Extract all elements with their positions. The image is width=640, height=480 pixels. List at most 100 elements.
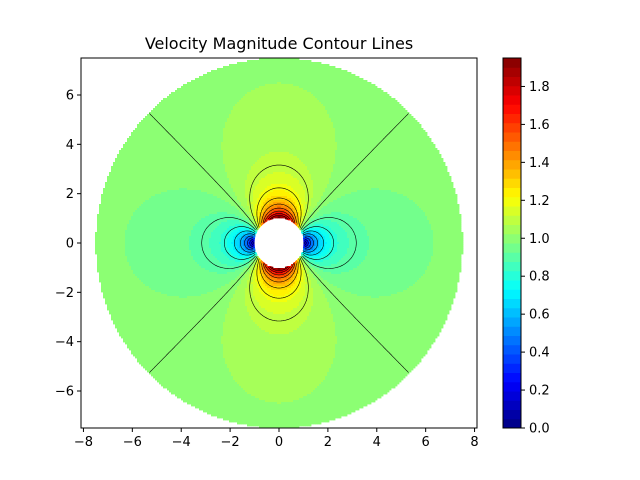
field-cell — [395, 100, 398, 103]
field-cell — [353, 92, 356, 95]
field-cell — [277, 68, 280, 71]
field-cell — [317, 126, 320, 129]
field-cell — [287, 74, 290, 77]
field-cell — [321, 66, 324, 69]
field-cell — [369, 112, 372, 115]
field-cell — [293, 70, 296, 73]
field-cell — [333, 118, 336, 121]
field-cell — [329, 102, 332, 105]
field-cell — [245, 84, 248, 87]
field-cell — [245, 94, 248, 97]
field-cell — [289, 60, 292, 63]
field-cell — [275, 108, 278, 111]
field-cell — [287, 92, 290, 95]
field-cell — [237, 96, 240, 99]
field-cell — [283, 126, 286, 129]
field-cell — [227, 96, 230, 99]
field-cell — [147, 122, 150, 125]
field-cell — [345, 114, 348, 117]
field-cell — [187, 106, 190, 109]
field-cell — [237, 124, 240, 127]
field-cell — [383, 116, 386, 119]
field-cell — [229, 110, 232, 113]
field-cell — [243, 124, 246, 127]
field-cell — [285, 58, 288, 61]
field-cell — [157, 122, 160, 125]
field-cell — [179, 88, 182, 91]
field-cell — [239, 78, 242, 81]
field-cell — [169, 118, 172, 121]
field-cell — [281, 104, 284, 107]
field-cell — [151, 132, 154, 135]
field-cell — [399, 118, 402, 121]
field-cell — [401, 112, 404, 115]
field-cell — [285, 84, 288, 87]
field-cell — [183, 106, 186, 109]
field-cell — [193, 130, 196, 133]
field-cell — [201, 78, 204, 81]
field-cell — [345, 116, 348, 119]
field-cell — [357, 88, 360, 91]
field-cell — [161, 114, 164, 117]
field-cell — [375, 118, 378, 121]
field-cell — [387, 106, 390, 109]
field-cell — [231, 106, 234, 109]
field-cell — [251, 76, 254, 79]
field-cell — [227, 84, 230, 87]
field-cell — [249, 118, 252, 121]
field-cell — [293, 96, 296, 99]
field-cell — [345, 88, 348, 91]
field-cell — [313, 80, 316, 83]
field-cell — [297, 84, 300, 87]
field-cell — [289, 68, 292, 71]
field-cell — [215, 108, 218, 111]
field-cell — [261, 60, 264, 63]
field-cell — [287, 118, 290, 121]
field-cell — [215, 72, 218, 75]
field-cell — [393, 112, 396, 115]
field-cell — [223, 72, 226, 75]
field-cell — [395, 124, 398, 127]
field-cell — [359, 100, 362, 103]
field-cell — [287, 90, 290, 93]
field-cell — [323, 106, 326, 109]
field-cell — [319, 120, 322, 123]
field-cell — [221, 124, 224, 127]
field-cell — [273, 92, 276, 95]
field-cell — [163, 104, 166, 107]
field-cell — [197, 128, 200, 131]
field-cell — [265, 64, 268, 67]
field-cell — [269, 58, 272, 61]
field-cell — [197, 108, 200, 111]
field-cell — [195, 120, 198, 123]
field-cell — [229, 112, 232, 115]
field-cell — [247, 118, 250, 121]
field-cell — [311, 122, 314, 125]
field-cell — [147, 116, 150, 119]
field-cell — [231, 90, 234, 93]
field-cell — [373, 86, 376, 89]
field-cell — [341, 86, 344, 89]
field-cell — [287, 110, 290, 113]
field-cell — [291, 74, 294, 77]
field-cell — [249, 102, 252, 105]
field-cell — [395, 102, 398, 105]
field-cell — [263, 104, 266, 107]
field-cell — [253, 92, 256, 95]
field-cell — [353, 108, 356, 111]
field-cell — [363, 102, 366, 105]
field-cell — [295, 96, 298, 99]
field-cell — [185, 102, 188, 105]
field-cell — [329, 128, 332, 131]
field-cell — [221, 82, 224, 85]
field-cell — [263, 114, 266, 117]
field-cell — [301, 94, 304, 97]
field-cell — [281, 110, 284, 113]
field-cell — [243, 100, 246, 103]
field-cell — [395, 110, 398, 113]
field-cell — [197, 88, 200, 91]
field-cell — [317, 86, 320, 89]
field-cell — [215, 70, 218, 73]
field-cell — [317, 100, 320, 103]
field-cell — [285, 116, 288, 119]
